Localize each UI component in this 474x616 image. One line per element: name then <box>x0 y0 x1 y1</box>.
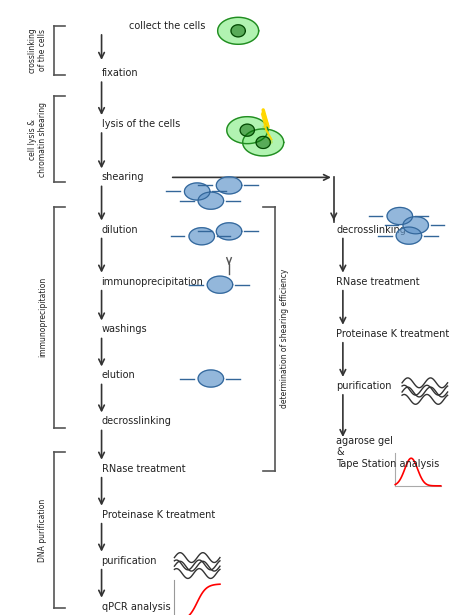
Polygon shape <box>216 177 242 194</box>
Polygon shape <box>216 223 242 240</box>
Polygon shape <box>218 17 259 44</box>
Polygon shape <box>396 227 422 244</box>
Text: agarose gel
&
Tape Station analysis: agarose gel & Tape Station analysis <box>336 436 439 469</box>
Polygon shape <box>198 370 224 387</box>
Text: decrosslinking: decrosslinking <box>101 416 172 426</box>
Polygon shape <box>387 208 412 225</box>
Text: purification: purification <box>336 381 392 391</box>
Polygon shape <box>231 25 246 37</box>
Polygon shape <box>403 217 428 234</box>
Polygon shape <box>256 136 270 148</box>
Text: washings: washings <box>101 325 147 334</box>
Polygon shape <box>198 192 224 209</box>
Text: shearing: shearing <box>101 172 144 182</box>
Polygon shape <box>240 124 255 136</box>
Text: elution: elution <box>101 370 135 381</box>
Polygon shape <box>227 116 268 144</box>
Polygon shape <box>243 129 283 156</box>
Text: RNase treatment: RNase treatment <box>336 277 419 286</box>
Text: fixation: fixation <box>101 68 138 78</box>
Text: DNA purification: DNA purification <box>38 499 47 562</box>
Text: cell lysis &
chromatin shearing: cell lysis & chromatin shearing <box>27 102 47 177</box>
Text: RNase treatment: RNase treatment <box>101 464 185 474</box>
Text: determination of shearing efficiency: determination of shearing efficiency <box>280 269 289 408</box>
Polygon shape <box>189 228 214 245</box>
Text: lysis of the cells: lysis of the cells <box>101 119 180 129</box>
Text: Proteinase K treatment: Proteinase K treatment <box>336 329 449 339</box>
Text: collect the cells: collect the cells <box>129 21 205 31</box>
Text: qPCR analysis: qPCR analysis <box>101 602 170 612</box>
Text: dilution: dilution <box>101 224 138 235</box>
Polygon shape <box>262 110 272 140</box>
Polygon shape <box>184 183 210 200</box>
Polygon shape <box>207 276 233 293</box>
Text: purification: purification <box>101 556 157 565</box>
Text: crosslinking
of the cells: crosslinking of the cells <box>27 28 47 73</box>
Text: immunoprecipitation: immunoprecipitation <box>101 277 203 286</box>
Text: decrosslinking: decrosslinking <box>336 224 406 235</box>
Text: Proteinase K treatment: Proteinase K treatment <box>101 509 215 520</box>
Text: immunoprecipitation: immunoprecipitation <box>38 277 47 357</box>
